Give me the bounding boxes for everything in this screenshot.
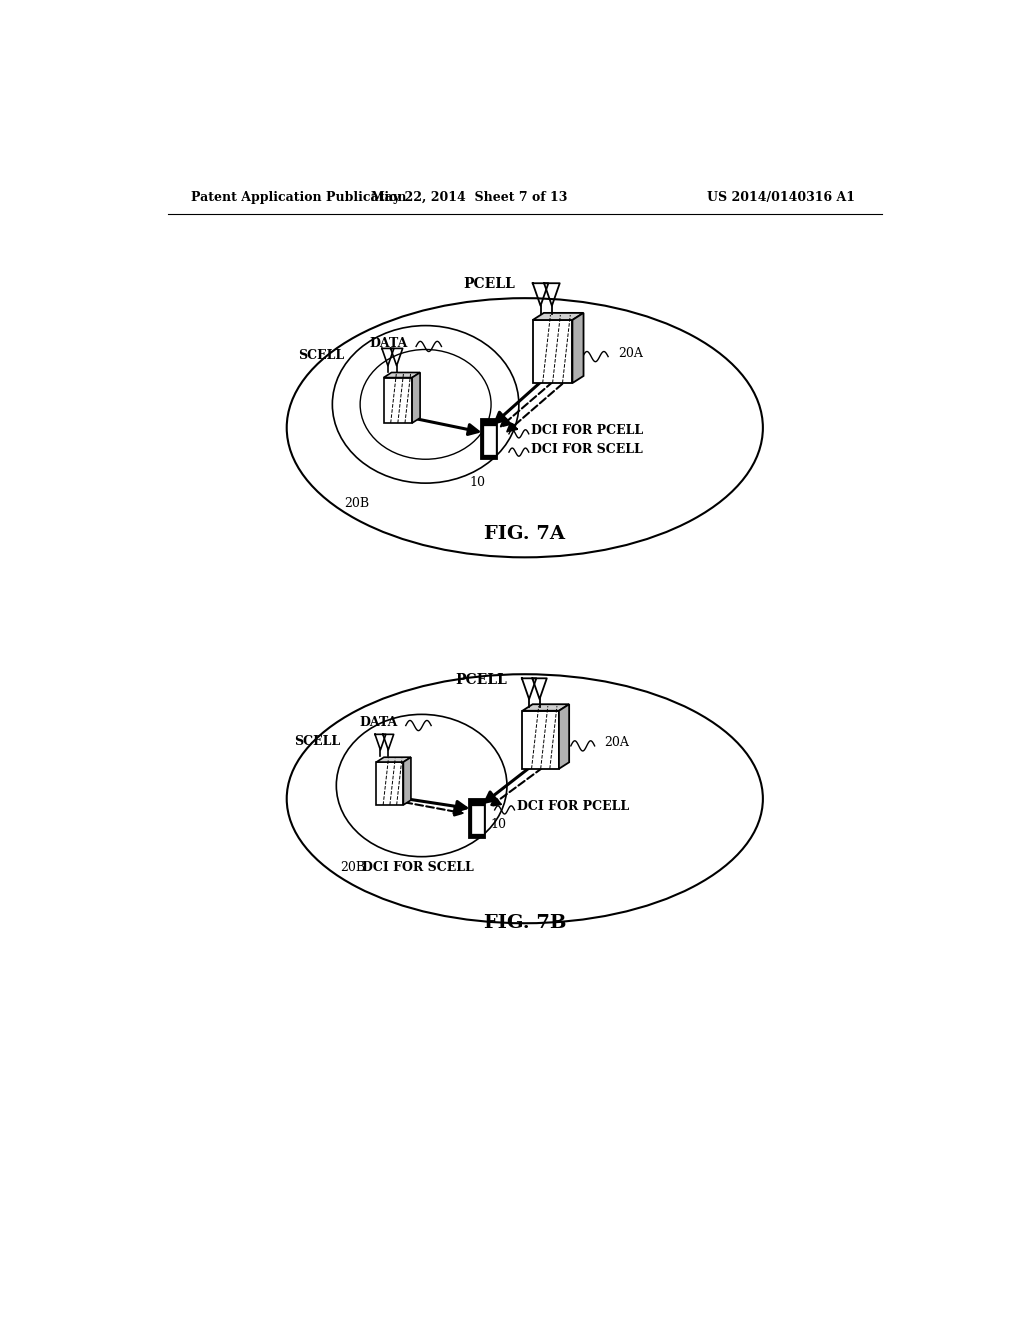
Text: May 22, 2014  Sheet 7 of 13: May 22, 2014 Sheet 7 of 13 xyxy=(371,190,567,203)
Text: Patent Application Publication: Patent Application Publication xyxy=(191,190,407,203)
Text: SCELL: SCELL xyxy=(298,348,344,362)
Polygon shape xyxy=(483,426,495,454)
Polygon shape xyxy=(384,372,420,378)
Text: DCI FOR SCELL: DCI FOR SCELL xyxy=(531,442,643,455)
Polygon shape xyxy=(572,313,584,383)
Polygon shape xyxy=(559,705,569,768)
Text: DATA: DATA xyxy=(370,337,409,350)
Text: SCELL: SCELL xyxy=(295,735,341,748)
Polygon shape xyxy=(522,705,569,710)
Text: 20A: 20A xyxy=(618,347,643,360)
Text: PCELL: PCELL xyxy=(463,276,515,290)
Polygon shape xyxy=(377,758,411,762)
Polygon shape xyxy=(377,762,403,805)
Polygon shape xyxy=(384,378,412,422)
Text: DCI FOR PCELL: DCI FOR PCELL xyxy=(517,800,629,813)
Polygon shape xyxy=(469,799,485,838)
Text: PCELL: PCELL xyxy=(456,673,507,686)
Text: DCI FOR SCELL: DCI FOR SCELL xyxy=(361,862,473,874)
Text: 20B: 20B xyxy=(341,862,366,874)
Polygon shape xyxy=(532,319,572,383)
Polygon shape xyxy=(522,710,559,768)
Text: 20B: 20B xyxy=(344,498,369,511)
Text: DATA: DATA xyxy=(359,715,397,729)
Text: DCI FOR PCELL: DCI FOR PCELL xyxy=(531,424,643,437)
Text: 10: 10 xyxy=(469,475,485,488)
Polygon shape xyxy=(472,805,482,833)
Polygon shape xyxy=(481,420,497,459)
Text: US 2014/0140316 A1: US 2014/0140316 A1 xyxy=(708,190,855,203)
Text: 10: 10 xyxy=(490,817,507,830)
Polygon shape xyxy=(403,758,411,805)
Text: FIG. 7A: FIG. 7A xyxy=(484,525,565,544)
Polygon shape xyxy=(412,372,420,422)
Text: FIG. 7B: FIG. 7B xyxy=(483,913,566,932)
Text: 20A: 20A xyxy=(604,737,629,750)
Polygon shape xyxy=(532,313,584,319)
